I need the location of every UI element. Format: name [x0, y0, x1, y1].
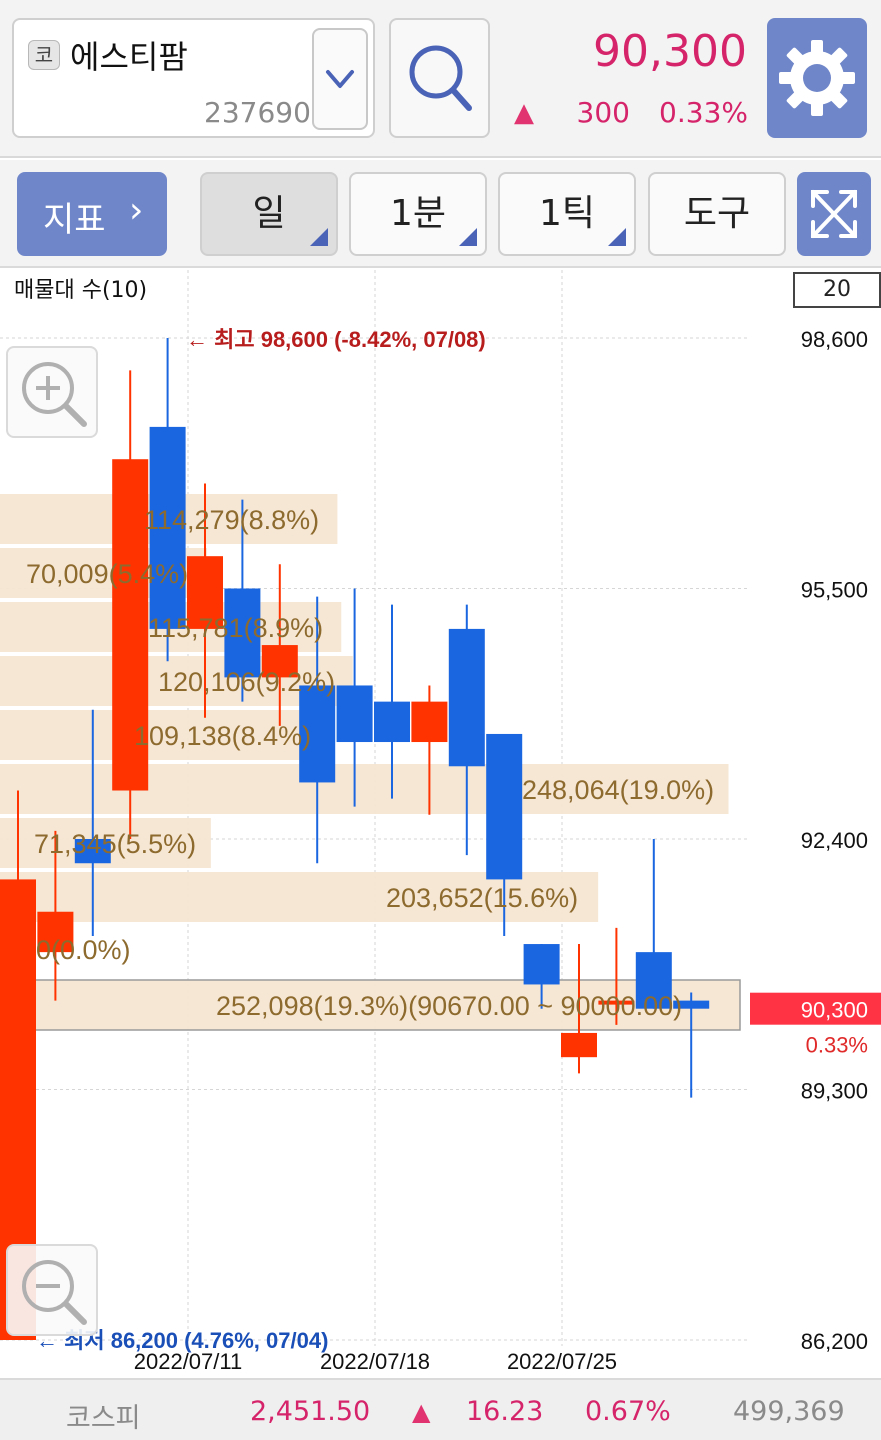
x-axis-date-label: 2022/07/18: [320, 1349, 430, 1374]
y-axis-label: 92,400: [801, 828, 868, 853]
volume-profile-label: 109,138(8.4%): [134, 721, 311, 751]
candle-body: [37, 911, 74, 953]
current-price: 90,300: [593, 26, 747, 77]
market-badge: 코: [28, 40, 60, 70]
y-axis-label: 89,300: [801, 1079, 868, 1104]
stock-name: 에스티팜: [70, 38, 188, 76]
volume-profile-label: 203,652(15.6%): [386, 883, 578, 913]
search-button[interactable]: [389, 18, 490, 138]
volume-profile-label: 0(0.0%): [36, 935, 131, 965]
gear-icon: [779, 40, 855, 116]
indicator-button[interactable]: 지표 ›: [17, 172, 167, 256]
settings-button[interactable]: [767, 18, 867, 138]
y-axis-label: 86,200: [801, 1329, 868, 1354]
dropdown-corner-icon: [310, 228, 328, 246]
volume-profile-label: 매물대 수(10): [14, 278, 148, 303]
candle-body: [299, 685, 336, 783]
current-price-tag-label: 90,300: [801, 998, 868, 1023]
candle-body: [561, 1032, 597, 1058]
candle-body: [149, 426, 186, 629]
candle-body: [411, 701, 448, 743]
volume-profile-label: 114,279(8.8%): [144, 505, 319, 535]
x-axis-date-label: 2022/07/25: [507, 1349, 617, 1374]
volume-profile-label: 115,781(8.9%): [148, 613, 323, 643]
price-change-pct: 0.33%: [659, 96, 748, 129]
period-1min-button[interactable]: 1분: [349, 172, 487, 256]
dropdown-corner-icon: [459, 228, 477, 246]
indicator-label: 지표: [43, 200, 106, 240]
chart-toolbar: 지표 › 일 1분 1틱 도구: [0, 160, 881, 268]
volume-profile-label: 248,064(19.0%): [522, 775, 714, 805]
chevron-down-icon: [326, 70, 354, 88]
y-axis-label: 95,500: [801, 578, 868, 603]
high-price-marker: ← 최고 98,600 (-8.42%, 07/08): [186, 327, 486, 352]
x-axis-date-label: 2022/07/11: [134, 1349, 242, 1374]
candle-body: [224, 588, 261, 678]
candle-body: [261, 645, 298, 678]
zoom-in-button[interactable]: [6, 346, 98, 438]
up-arrow-icon: ▲: [514, 98, 534, 128]
candle-body: [336, 685, 373, 743]
price-change: 300: [576, 96, 630, 129]
index-value: 2,451.50: [250, 1396, 371, 1427]
expand-icon: [811, 190, 857, 238]
candle-body: [598, 1000, 635, 1005]
candle-body: [374, 701, 410, 743]
period-day-button[interactable]: 일: [200, 172, 338, 256]
volume-profile-bar: [0, 872, 599, 922]
zoom-out-button[interactable]: [6, 1244, 98, 1336]
volume-profile-label: 71,345(5.5%): [34, 829, 196, 859]
candle-body: [635, 952, 672, 1009]
period-1tick-button[interactable]: 1틱: [498, 172, 636, 256]
stock-dropdown-button[interactable]: [312, 28, 368, 130]
y-axis-label: 98,600: [801, 327, 868, 352]
period-1min-label: 1분: [389, 193, 447, 234]
candle-body: [486, 733, 523, 880]
current-price-tag: [750, 992, 881, 1025]
candle-body: [673, 1000, 710, 1009]
index-ticker-bar[interactable]: 코스피 2,451.50 ▲ 16.23 0.67% 499,369: [0, 1378, 881, 1440]
header-bar: 코 에스티팜 237690 90,300 ▲ 300 0.33%: [0, 0, 881, 158]
fullscreen-button[interactable]: [797, 172, 871, 256]
candle-body: [448, 628, 485, 767]
candle-body: [74, 839, 111, 864]
candle-body: [112, 459, 149, 791]
index-volume: 499,369: [733, 1396, 845, 1427]
dropdown-corner-icon: [608, 228, 626, 246]
volume-profile-bar: [0, 710, 323, 760]
chevron-right-icon: ›: [129, 190, 144, 231]
index-change-pct: 0.67%: [585, 1396, 671, 1427]
candle-count-input[interactable]: 20: [793, 272, 881, 308]
index-change: 16.23: [466, 1396, 544, 1427]
volume-profile-label: 70,009(5.4%): [26, 559, 188, 589]
tools-button[interactable]: 도구: [648, 172, 786, 256]
index-name: 코스피: [66, 1403, 141, 1434]
up-arrow-icon: ▲: [412, 1398, 431, 1426]
zoom-in-icon: [22, 362, 87, 427]
period-1tick-label: 1틱: [538, 193, 596, 234]
tools-label: 도구: [683, 193, 751, 234]
volume-profile-label: 252,098(19.3%)(90670.00 ~ 90000.00): [216, 991, 682, 1021]
volume-profile-label: 120,106(9.2%): [158, 667, 335, 697]
candlestick-chart[interactable]: 98,600 95,500 92,400 89,300 86,200 2022/07/11…: [0, 270, 881, 1378]
current-change-tag-label: 0.33%: [806, 1033, 868, 1058]
period-day-label: 일: [252, 193, 286, 234]
candle-body: [187, 556, 223, 629]
stock-selector[interactable]: 코 에스티팜 237690: [12, 18, 375, 138]
zoom-out-icon: [22, 1260, 87, 1325]
candle-body: [523, 944, 560, 985]
search-icon: [409, 45, 472, 111]
stock-code: 237690: [204, 96, 311, 129]
